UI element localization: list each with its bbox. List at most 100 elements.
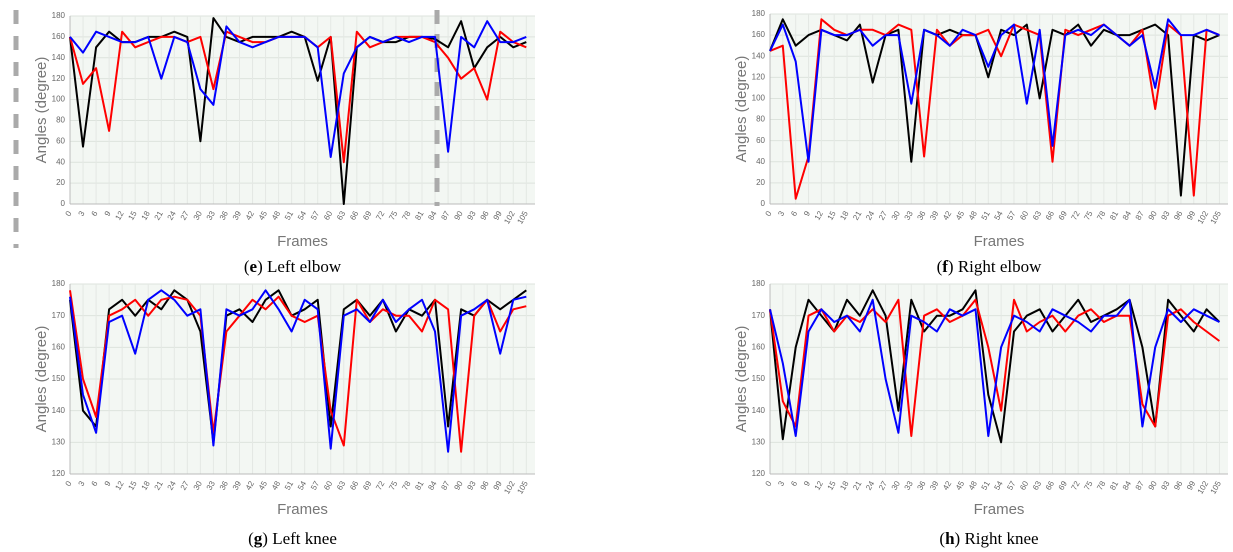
y-tick-label: 120 bbox=[52, 469, 66, 478]
x-tick-label: 69 bbox=[361, 479, 374, 492]
y-tick-label: 40 bbox=[56, 157, 65, 166]
x-tick-label: 39 bbox=[928, 479, 941, 492]
x-tick-label: 45 bbox=[257, 479, 270, 492]
y-tick-label: 20 bbox=[756, 178, 765, 187]
x-tick-label: 93 bbox=[1159, 479, 1172, 492]
x-tick-label: 78 bbox=[1095, 479, 1108, 492]
x-tick-label: 3 bbox=[776, 209, 786, 218]
x-tick-label: 63 bbox=[1031, 209, 1044, 222]
x-axis-label: Frames bbox=[974, 233, 1025, 250]
x-tick-label: 33 bbox=[903, 479, 916, 492]
y-tick-label: 60 bbox=[756, 136, 765, 145]
x-tick-label: 21 bbox=[851, 479, 864, 492]
x-tick-label: 3 bbox=[776, 479, 786, 488]
x-tick-label: 24 bbox=[864, 209, 877, 222]
x-tick-label: 9 bbox=[802, 479, 812, 488]
x-tick-label: 63 bbox=[1031, 479, 1044, 492]
y-tick-label: 120 bbox=[752, 72, 766, 81]
x-tick-label: 42 bbox=[941, 209, 954, 222]
x-tick-label: 0 bbox=[764, 209, 774, 218]
x-tick-label: 54 bbox=[296, 479, 309, 492]
x-tick-label: 51 bbox=[980, 209, 993, 222]
x-tick-label: 6 bbox=[90, 479, 100, 488]
x-tick-label: 39 bbox=[231, 209, 244, 222]
x-tick-label: 57 bbox=[309, 209, 322, 222]
y-tick-label: 140 bbox=[752, 51, 766, 60]
x-tick-label: 54 bbox=[296, 209, 309, 222]
x-tick-label: 36 bbox=[915, 209, 928, 222]
x-tick-label: 93 bbox=[1159, 209, 1172, 222]
x-tick-label: 30 bbox=[192, 209, 205, 222]
caption: (g) Left knee bbox=[248, 529, 337, 548]
x-tick-label: 81 bbox=[413, 479, 426, 492]
x-tick-label: 102 bbox=[1196, 209, 1211, 226]
x-tick-label: 102 bbox=[502, 479, 517, 496]
x-tick-label: 48 bbox=[270, 209, 283, 222]
x-tick-label: 24 bbox=[864, 479, 877, 492]
x-tick-label: 12 bbox=[813, 209, 826, 222]
series-line bbox=[769, 298, 1220, 437]
x-tick-label: 42 bbox=[244, 209, 257, 222]
caption-open: ( bbox=[937, 257, 943, 276]
x-tick-label: 33 bbox=[903, 209, 916, 222]
plot-area bbox=[70, 16, 535, 204]
caption-text: ) Left elbow bbox=[257, 257, 342, 276]
x-tick-label: 30 bbox=[192, 479, 205, 492]
x-tick-label: 39 bbox=[231, 479, 244, 492]
y-axis-label: Angles (degree) bbox=[733, 56, 750, 163]
x-tick-label: 87 bbox=[1134, 479, 1147, 492]
x-tick-label: 57 bbox=[1005, 479, 1018, 492]
x-tick-label: 60 bbox=[322, 479, 335, 492]
x-tick-label: 75 bbox=[1082, 479, 1095, 492]
x-tick-label: 96 bbox=[1172, 479, 1185, 492]
x-tick-label: 105 bbox=[515, 209, 530, 226]
x-tick-label: 51 bbox=[283, 479, 296, 492]
series-line bbox=[769, 289, 1221, 444]
caption-open: ( bbox=[244, 257, 250, 276]
y-tick-label: 160 bbox=[52, 32, 66, 41]
caption-open: ( bbox=[939, 529, 945, 548]
x-tick-label: 105 bbox=[515, 479, 530, 496]
x-tick-label: 75 bbox=[1082, 209, 1095, 222]
y-tick-label: 130 bbox=[52, 437, 66, 446]
caption: (f) Right elbow bbox=[937, 257, 1043, 276]
x-tick-label: 48 bbox=[967, 209, 980, 222]
x-tick-label: 66 bbox=[1044, 209, 1057, 222]
x-tick-label: 78 bbox=[400, 479, 413, 492]
x-tick-label: 12 bbox=[113, 479, 126, 492]
x-tick-label: 69 bbox=[1057, 479, 1070, 492]
y-tick-label: 60 bbox=[56, 136, 65, 145]
x-tick-label: 36 bbox=[218, 479, 231, 492]
x-tick-label: 45 bbox=[954, 479, 967, 492]
x-tick-label: 81 bbox=[1108, 479, 1121, 492]
x-tick-label: 66 bbox=[348, 479, 361, 492]
x-tick-label: 75 bbox=[387, 209, 400, 222]
x-axis-label: Frames bbox=[277, 501, 328, 518]
x-tick-label: 51 bbox=[980, 479, 993, 492]
y-tick-label: 20 bbox=[56, 178, 65, 187]
x-tick-label: 87 bbox=[439, 479, 452, 492]
x-tick-label: 72 bbox=[374, 209, 387, 222]
x-tick-label: 105 bbox=[1209, 479, 1224, 496]
x-tick-label: 45 bbox=[257, 209, 270, 222]
x-tick-label: 6 bbox=[789, 209, 799, 218]
x-tick-label: 96 bbox=[479, 479, 492, 492]
x-tick-label: 54 bbox=[992, 479, 1005, 492]
x-tick-label: 15 bbox=[126, 209, 139, 222]
caption-letter: g bbox=[254, 529, 263, 548]
x-tick-label: 15 bbox=[826, 479, 839, 492]
x-tick-label: 87 bbox=[439, 209, 452, 222]
x-axis-label: Frames bbox=[277, 233, 328, 250]
x-tick-label: 90 bbox=[1147, 209, 1160, 222]
x-tick-label: 9 bbox=[802, 209, 812, 218]
x-tick-label: 18 bbox=[140, 479, 153, 492]
x-tick-label: 102 bbox=[502, 209, 517, 226]
series-line bbox=[769, 18, 1220, 163]
x-tick-label: 27 bbox=[877, 479, 890, 492]
x-tick-label: 48 bbox=[967, 479, 980, 492]
x-tick-label: 0 bbox=[64, 209, 74, 218]
caption: (e) Left elbow bbox=[244, 257, 342, 276]
x-tick-label: 57 bbox=[309, 479, 322, 492]
y-tick-label: 80 bbox=[56, 116, 65, 125]
